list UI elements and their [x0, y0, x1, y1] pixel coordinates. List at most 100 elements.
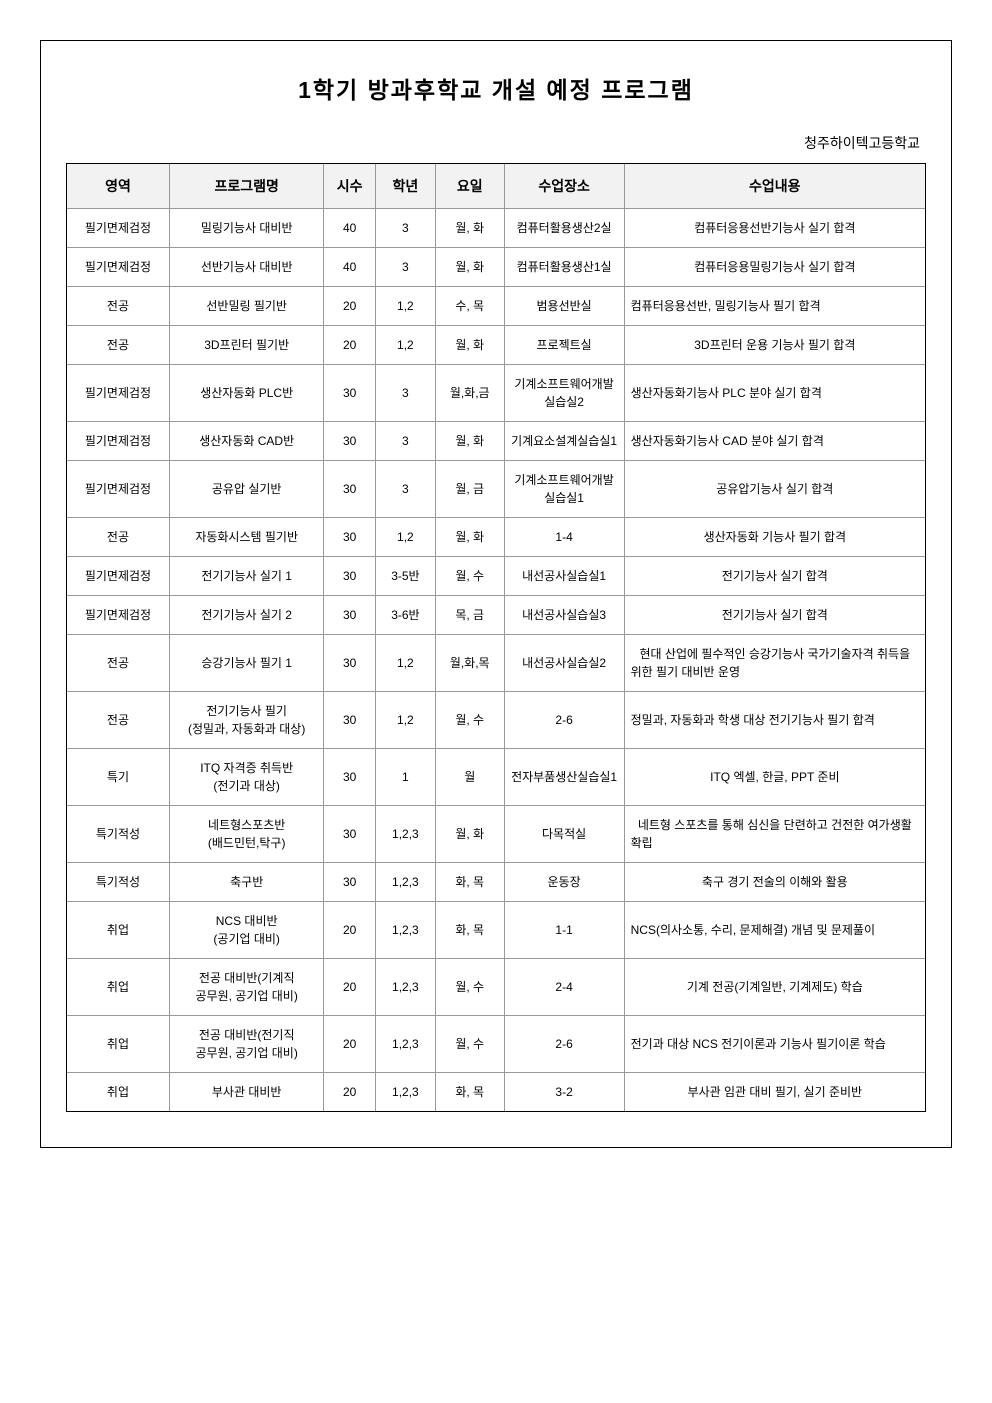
cell-place: 전자부품생산실습실1 [505, 749, 625, 806]
cell-area: 필기면제검정 [67, 596, 170, 635]
cell-area: 취업 [67, 959, 170, 1016]
cell-day: 월, 화 [436, 209, 505, 248]
cell-desc: 3D프린터 운용 기능사 필기 합격 [625, 326, 925, 365]
cell-desc: 전기과 대상 NCS 전기이론과 기능사 필기이론 학습 [625, 1016, 925, 1073]
cell-desc: 부사관 임관 대비 필기, 실기 준비반 [625, 1073, 925, 1111]
cell-hours: 30 [324, 461, 375, 518]
cell-hours: 20 [324, 959, 375, 1016]
cell-place: 컴퓨터활용생산2실 [505, 209, 625, 248]
cell-hours: 20 [324, 287, 375, 326]
cell-grade: 1,2,3 [376, 806, 436, 863]
cell-desc: 정밀과, 자동화과 학생 대상 전기기능사 필기 합격 [625, 692, 925, 749]
cell-day: 화, 목 [436, 902, 505, 959]
cell-name: 생산자동화 CAD반 [170, 422, 324, 461]
cell-hours: 20 [324, 1073, 375, 1111]
cell-name: 전공 대비반(기계직 공무원, 공기업 대비) [170, 959, 324, 1016]
cell-grade: 3 [376, 422, 436, 461]
cell-grade: 1 [376, 749, 436, 806]
cell-hours: 30 [324, 518, 375, 557]
cell-desc: 기계 전공(기계일반, 기계제도) 학습 [625, 959, 925, 1016]
col-header-hours: 시수 [324, 164, 375, 209]
cell-day: 화, 목 [436, 1073, 505, 1111]
cell-name: 네트형스포츠반 (배드민턴,탁구) [170, 806, 324, 863]
cell-desc: 컴퓨터응용선반기능사 실기 합격 [625, 209, 925, 248]
cell-desc: 생산자동화기능사 CAD 분야 실기 합격 [625, 422, 925, 461]
cell-name: 전기기능사 필기 (정밀과, 자동화과 대상) [170, 692, 324, 749]
cell-grade: 1,2 [376, 518, 436, 557]
cell-name: 공유압 실기반 [170, 461, 324, 518]
table-row: 취업전공 대비반(기계직 공무원, 공기업 대비)201,2,3월, 수2-4기… [67, 959, 925, 1016]
cell-area: 필기면제검정 [67, 209, 170, 248]
table-row: 취업전공 대비반(전기직 공무원, 공기업 대비)201,2,3월, 수2-6전… [67, 1016, 925, 1073]
cell-hours: 30 [324, 863, 375, 902]
table-row: 필기면제검정생산자동화 PLC반303월,화,금기계소프트웨어개발 실습실2생산… [67, 365, 925, 422]
school-name: 청주하이텍고등학교 [66, 133, 926, 153]
cell-name: 3D프린터 필기반 [170, 326, 324, 365]
cell-hours: 30 [324, 557, 375, 596]
cell-hours: 20 [324, 902, 375, 959]
page-title: 1학기 방과후학교 개설 예정 프로그램 [66, 71, 926, 105]
col-header-day: 요일 [436, 164, 505, 209]
cell-day: 월, 수 [436, 959, 505, 1016]
cell-place: 프로젝트실 [505, 326, 625, 365]
cell-name: 전기기능사 실기 1 [170, 557, 324, 596]
cell-desc: ITQ 엑셀, 한글, PPT 준비 [625, 749, 925, 806]
cell-hours: 30 [324, 596, 375, 635]
cell-day: 월, 화 [436, 518, 505, 557]
cell-area: 전공 [67, 692, 170, 749]
col-header-grade: 학년 [376, 164, 436, 209]
cell-grade: 1,2 [376, 287, 436, 326]
cell-area: 필기면제검정 [67, 248, 170, 287]
table-row: 필기면제검정선반기능사 대비반403월, 화컴퓨터활용생산1실컴퓨터응용밀링기능… [67, 248, 925, 287]
table-row: 특기적성축구반301,2,3화, 목운동장축구 경기 전술의 이해와 활용 [67, 863, 925, 902]
table-row: 특기ITQ 자격증 취득반 (전기과 대상)301월전자부품생산실습실1ITQ … [67, 749, 925, 806]
cell-day: 월 [436, 749, 505, 806]
cell-hours: 30 [324, 749, 375, 806]
col-header-name: 프로그램명 [170, 164, 324, 209]
table-row: 전공3D프린터 필기반201,2월, 화프로젝트실3D프린터 운용 기능사 필기… [67, 326, 925, 365]
cell-place: 내선공사실습실3 [505, 596, 625, 635]
cell-name: 전기기능사 실기 2 [170, 596, 324, 635]
col-header-area: 영역 [67, 164, 170, 209]
cell-hours: 40 [324, 248, 375, 287]
cell-grade: 1,2,3 [376, 902, 436, 959]
cell-place: 기계소프트웨어개발 실습실2 [505, 365, 625, 422]
cell-area: 필기면제검정 [67, 422, 170, 461]
cell-area: 취업 [67, 902, 170, 959]
cell-area: 전공 [67, 287, 170, 326]
cell-name: 선반밀링 필기반 [170, 287, 324, 326]
cell-grade: 1,2 [376, 635, 436, 692]
table-row: 취업부사관 대비반201,2,3화, 목3-2부사관 임관 대비 필기, 실기 … [67, 1073, 925, 1111]
cell-grade: 1,2,3 [376, 1073, 436, 1111]
cell-area: 필기면제검정 [67, 557, 170, 596]
cell-desc: 컴퓨터응용선반, 밀링기능사 필기 합격 [625, 287, 925, 326]
cell-desc: 전기기능사 실기 합격 [625, 596, 925, 635]
cell-day: 월, 금 [436, 461, 505, 518]
cell-area: 전공 [67, 518, 170, 557]
table-row: 필기면제검정전기기능사 실기 1303-5반월, 수내선공사실습실1전기기능사 … [67, 557, 925, 596]
cell-place: 범용선반실 [505, 287, 625, 326]
cell-name: NCS 대비반 (공기업 대비) [170, 902, 324, 959]
cell-name: ITQ 자격증 취득반 (전기과 대상) [170, 749, 324, 806]
cell-day: 월,화,목 [436, 635, 505, 692]
cell-grade: 1,2,3 [376, 1016, 436, 1073]
table-row: 전공자동화시스템 필기반301,2월, 화1-4생산자동화 기능사 필기 합격 [67, 518, 925, 557]
cell-grade: 3 [376, 209, 436, 248]
col-header-desc: 수업내용 [625, 164, 925, 209]
page-frame: 1학기 방과후학교 개설 예정 프로그램 청주하이텍고등학교 영역 프로그램명 … [40, 40, 952, 1148]
cell-grade: 3 [376, 365, 436, 422]
cell-hours: 20 [324, 1016, 375, 1073]
cell-day: 월,화,금 [436, 365, 505, 422]
cell-place: 컴퓨터활용생산1실 [505, 248, 625, 287]
cell-day: 월, 수 [436, 1016, 505, 1073]
cell-place: 다목적실 [505, 806, 625, 863]
cell-day: 월, 화 [436, 248, 505, 287]
cell-grade: 3 [376, 461, 436, 518]
cell-day: 화, 목 [436, 863, 505, 902]
cell-desc: 생산자동화 기능사 필기 합격 [625, 518, 925, 557]
cell-place: 2-4 [505, 959, 625, 1016]
cell-place: 기계소프트웨어개발 실습실1 [505, 461, 625, 518]
cell-area: 특기적성 [67, 806, 170, 863]
cell-desc: NCS(의사소통, 수리, 문제해결) 개념 및 문제풀이 [625, 902, 925, 959]
cell-grade: 1,2 [376, 326, 436, 365]
